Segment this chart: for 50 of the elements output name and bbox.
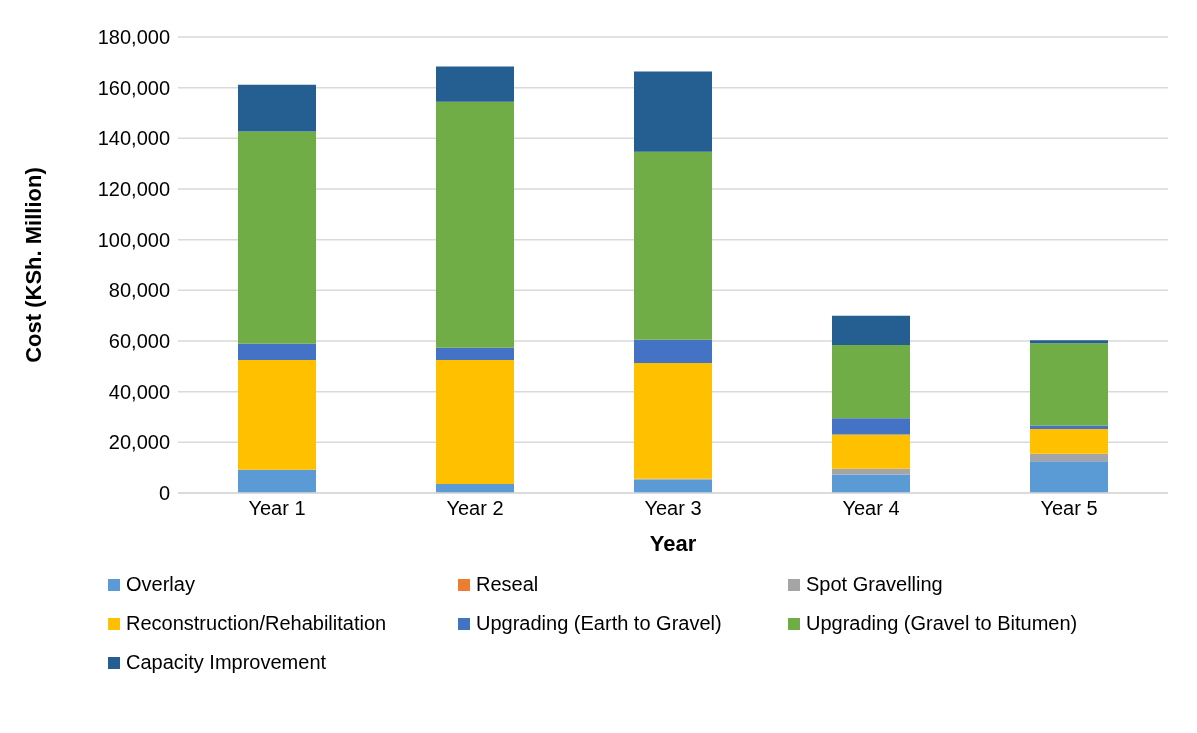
legend-label: Upgrading (Earth to Gravel): [476, 612, 722, 635]
legend-label: Capacity Improvement: [126, 651, 327, 674]
y-tick-label: 40,000: [108, 380, 170, 403]
x-tick-label: Year 2: [446, 497, 504, 520]
bar: [238, 469, 316, 493]
bar: [238, 360, 316, 470]
bar: [832, 434, 910, 469]
bar: [238, 84, 316, 132]
y-tick-label: 120,000: [97, 178, 170, 201]
bar: [1030, 340, 1108, 344]
bar: [1030, 461, 1108, 493]
y-tick-label: 100,000: [97, 228, 170, 251]
bar: [832, 315, 910, 346]
bar: [436, 101, 514, 348]
y-tick-label: 180,000: [97, 26, 170, 49]
bar: [1030, 453, 1108, 462]
y-tick-label: 60,000: [108, 330, 170, 353]
y-tick-label: 140,000: [97, 127, 170, 150]
x-tick-label: Year 1: [248, 497, 306, 520]
x-axis-title: Year: [649, 531, 697, 556]
bar: [1030, 425, 1108, 429]
y-tick-label: 0: [158, 482, 170, 505]
x-tick-label: Year 3: [644, 497, 702, 520]
legend-label: Overlay: [126, 573, 195, 596]
legend-label: Reseal: [476, 573, 539, 596]
bar: [238, 131, 316, 344]
x-tick-label: Year 4: [842, 497, 900, 520]
bar: [634, 71, 712, 152]
bar: [832, 418, 910, 435]
bar: [634, 151, 712, 340]
bar: [436, 360, 514, 484]
y-axis-title: Cost (KSh. Million): [20, 167, 46, 363]
bar: [832, 468, 910, 475]
bar: [634, 339, 712, 364]
bar: [436, 66, 514, 102]
bar: [832, 345, 910, 419]
bar: [832, 474, 910, 493]
bar: [238, 343, 316, 360]
legend-label: Reconstruction/Rehabilitation: [126, 612, 387, 635]
bar: [1030, 343, 1108, 426]
y-tick-label: 80,000: [108, 279, 170, 302]
bar: [634, 479, 712, 493]
x-tick-label: Year 5: [1040, 497, 1098, 520]
bar: [634, 363, 712, 479]
y-tick-label: 160,000: [97, 76, 170, 99]
legend-label: Upgrading (Gravel to Bitumen): [806, 612, 1078, 635]
bar: [436, 347, 514, 360]
y-tick-label: 20,000: [108, 431, 170, 454]
legend-label: Spot Gravelling: [806, 573, 943, 596]
bar: [1030, 428, 1108, 454]
